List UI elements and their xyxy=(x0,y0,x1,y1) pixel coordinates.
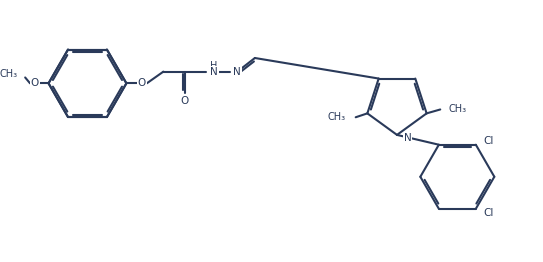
Text: O: O xyxy=(181,96,189,106)
Text: CH₃: CH₃ xyxy=(448,105,466,114)
Text: Cl: Cl xyxy=(484,136,494,146)
Text: O: O xyxy=(138,78,146,88)
Text: CH₃: CH₃ xyxy=(328,112,346,122)
Text: H: H xyxy=(210,61,218,71)
Text: O: O xyxy=(31,78,39,88)
Text: Cl: Cl xyxy=(484,208,494,218)
Text: N: N xyxy=(404,133,412,143)
Text: CH₃: CH₃ xyxy=(0,69,17,79)
Text: N: N xyxy=(210,67,218,77)
Text: N: N xyxy=(233,67,241,77)
